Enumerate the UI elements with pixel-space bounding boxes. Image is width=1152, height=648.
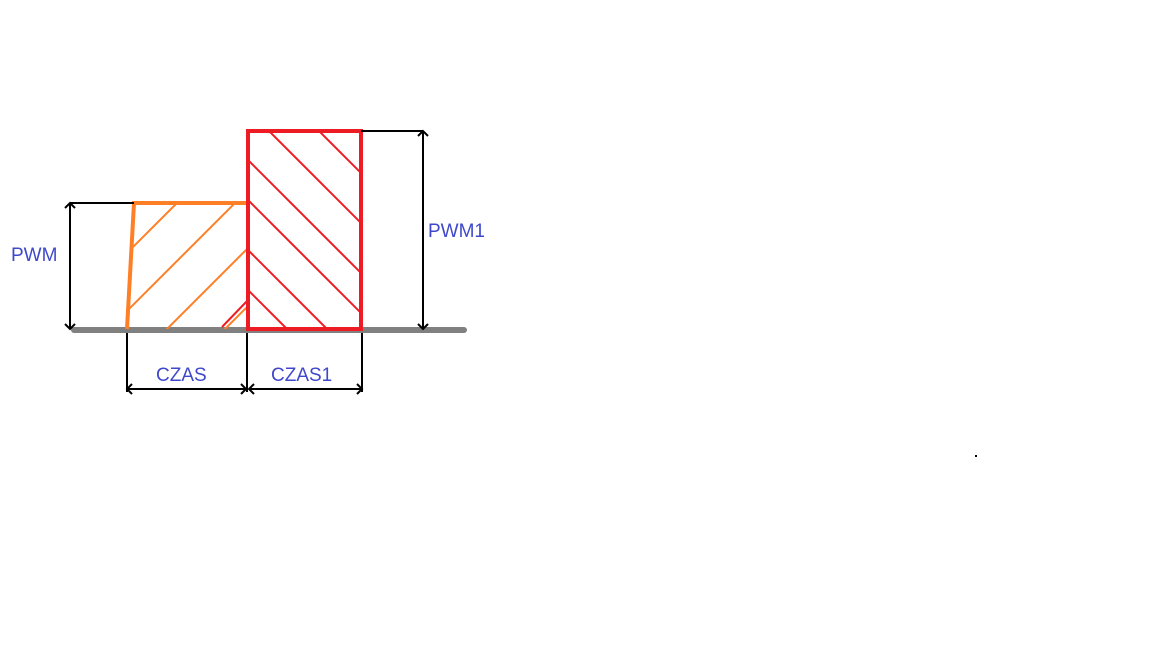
pwm1-block-hatching	[248, 131, 361, 329]
pwm-dimension	[64, 201, 134, 331]
czas1-dimension	[247, 333, 364, 395]
pwm1-hatch-line	[317, 131, 361, 175]
pwm1-hatch-line	[267, 131, 361, 225]
czas1-label: CZAS1	[271, 365, 333, 386]
pwm-hatch-line	[127, 203, 247, 329]
pwm1-dimension	[361, 129, 429, 331]
pwm-hatch-line	[155, 203, 247, 329]
pwm1-hatch-line	[248, 199, 361, 315]
pwm1-hatch-line	[248, 159, 361, 275]
czas-dimension	[125, 333, 248, 395]
pwm1-block-outline	[246, 129, 363, 331]
czas-label: CZAS	[156, 365, 207, 386]
pwm1-hatch-line	[248, 249, 329, 329]
pwm1-label: PWM1	[428, 221, 485, 242]
pwm-block-hatching	[127, 203, 247, 329]
pwm-hatch-line	[127, 203, 247, 329]
stray-dot	[975, 455, 977, 457]
pwm1-hatch-line	[248, 289, 289, 329]
pwm1-block	[221, 129, 363, 331]
pwm-label: PWM	[11, 245, 58, 266]
pwm1-overlap-hatch	[221, 299, 249, 328]
